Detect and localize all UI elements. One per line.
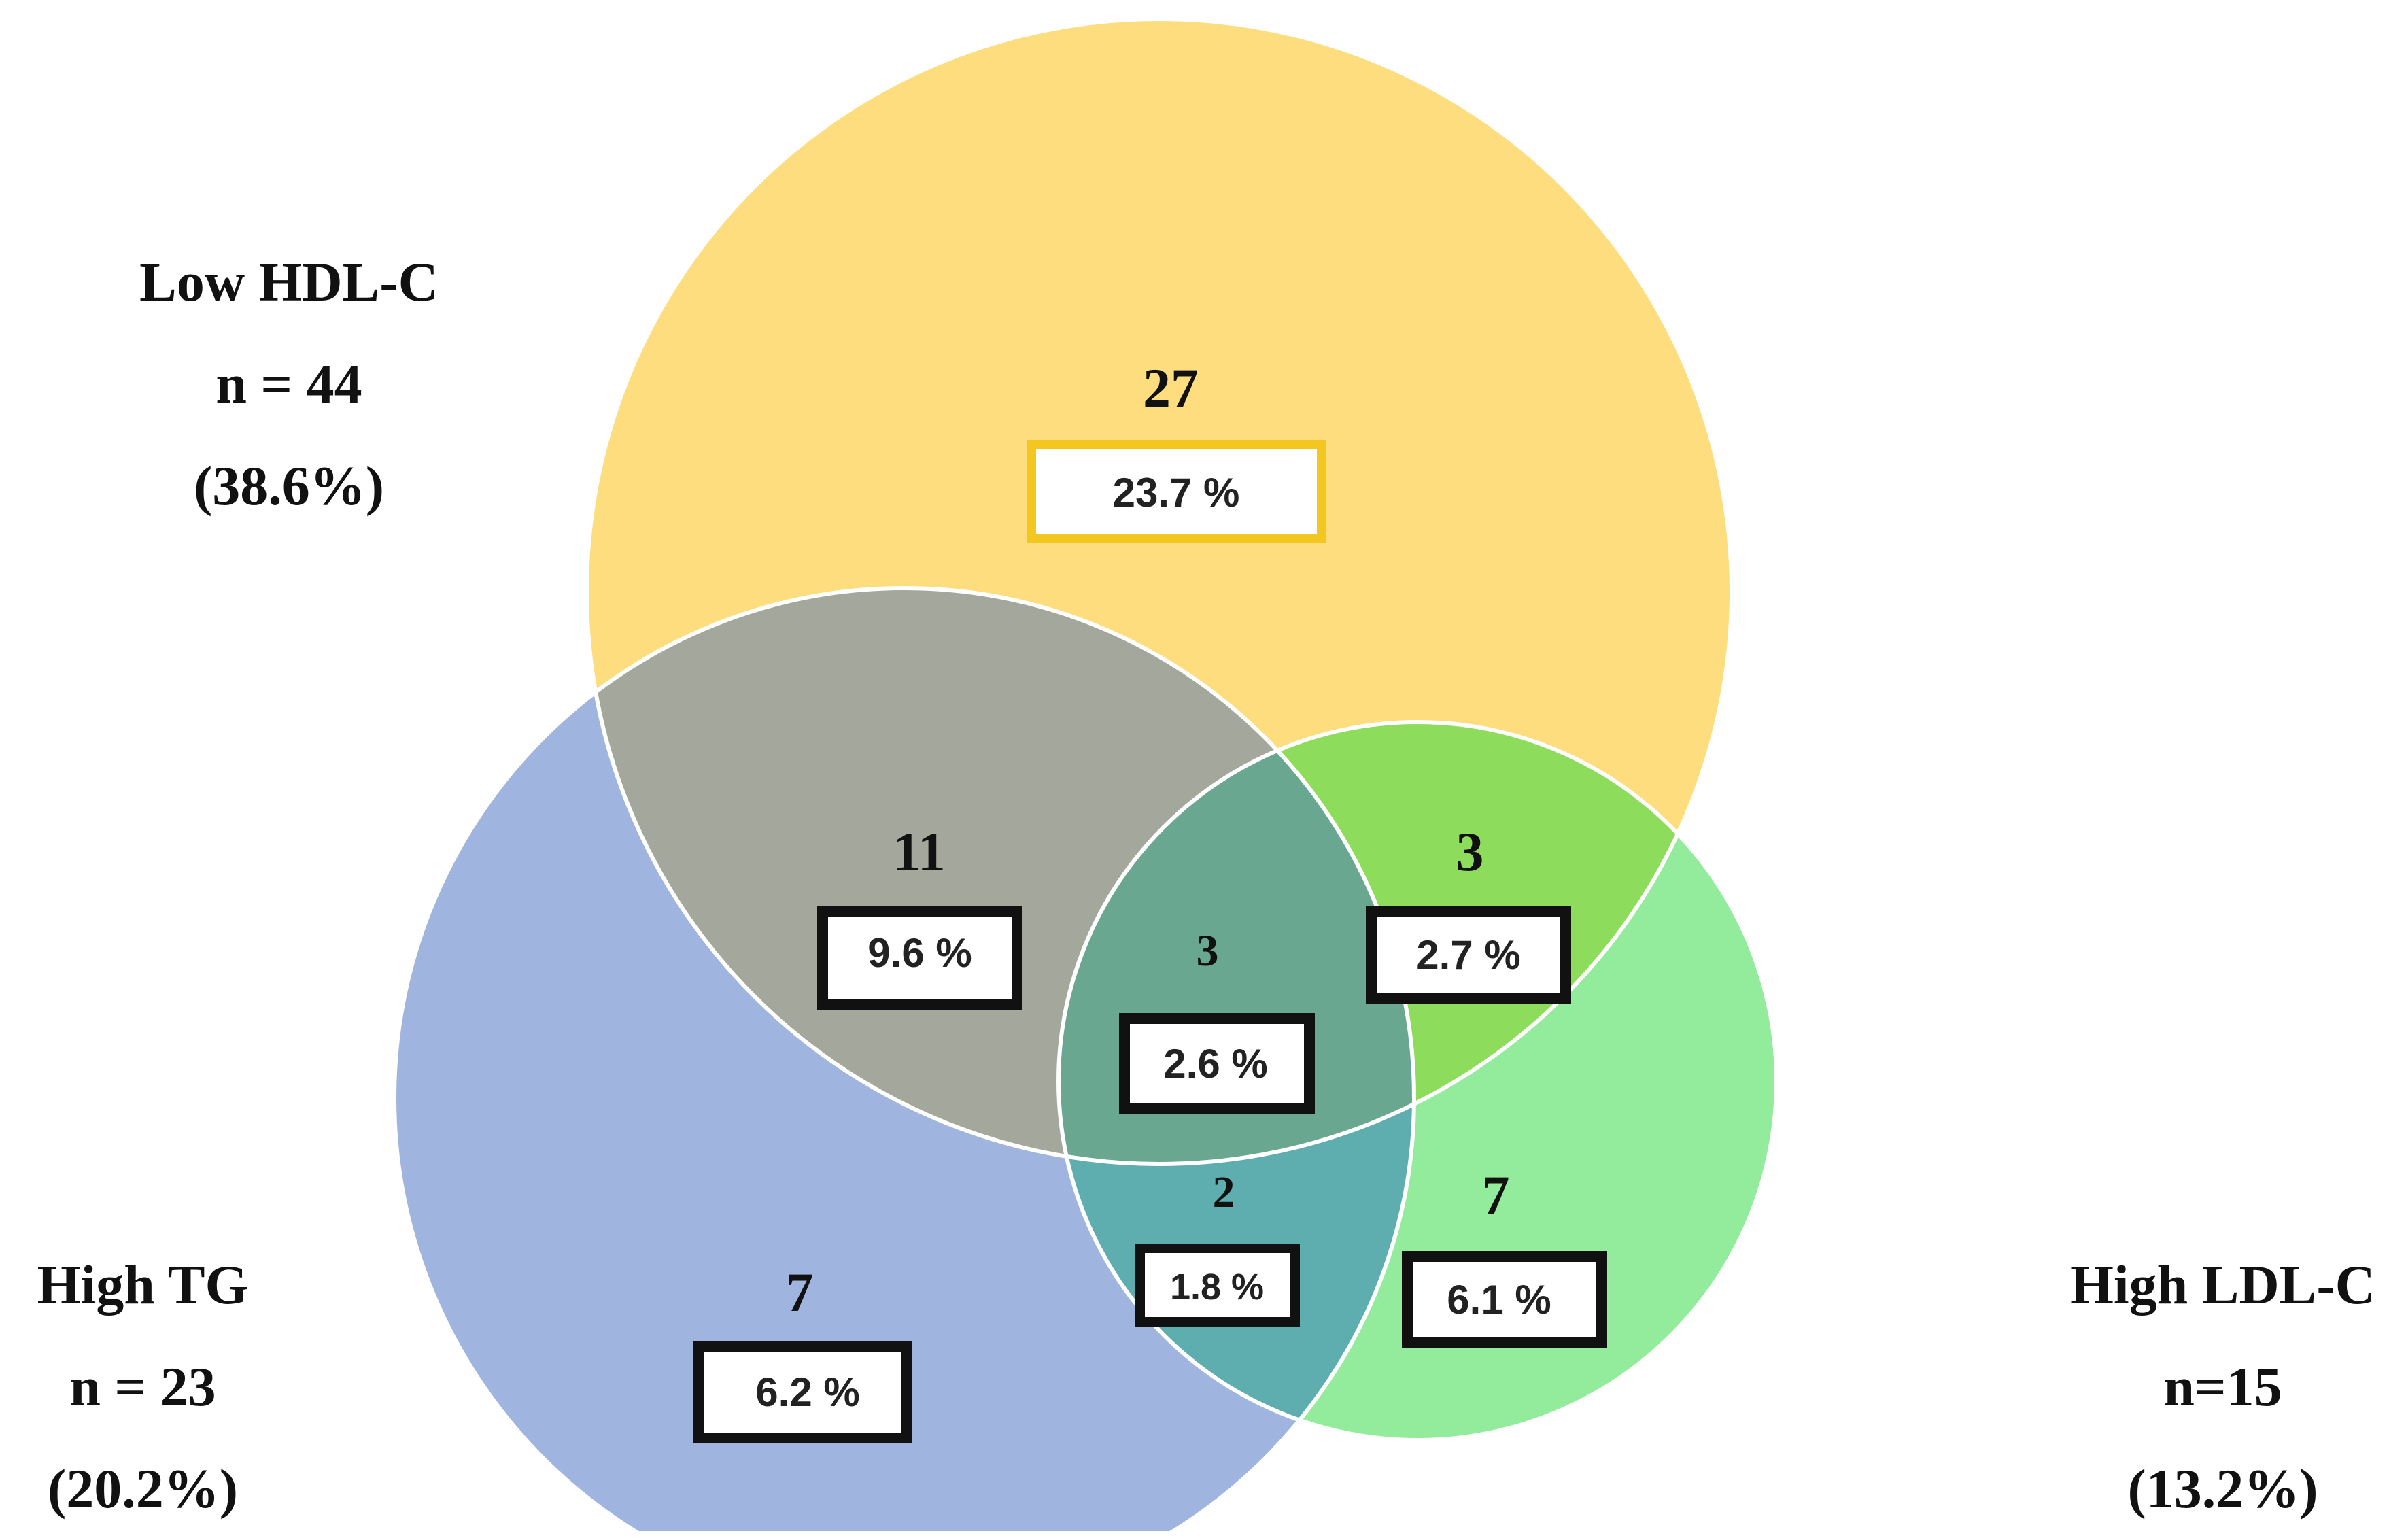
- pct-box: [817, 906, 1022, 1010]
- region-count: 11: [893, 821, 945, 883]
- region-high-tg-only: 7 6.2 %: [693, 1261, 912, 1443]
- region-all-three: 3 2.6 %: [1119, 926, 1315, 1114]
- region-pct: 6.2 %: [755, 1369, 859, 1415]
- region-pct: 6.1 %: [1447, 1277, 1551, 1322]
- high-ldl-name: High LDL-C: [2070, 1254, 2375, 1316]
- region-count: 2: [1213, 1167, 1235, 1217]
- region-pct: 23.7 %: [1113, 470, 1240, 515]
- high-ldl-outline: [1056, 720, 1778, 1442]
- high-ldl-n: n=15: [2163, 1356, 2282, 1418]
- pct-box: [1027, 440, 1326, 543]
- region-pct: 1.8 %: [1170, 1267, 1264, 1307]
- region-pct: 2.7 %: [1416, 932, 1520, 978]
- region-count: 3: [1456, 821, 1484, 883]
- high-tg-outline: [392, 586, 1416, 1531]
- region-high-ldl-only: 7 6.1 %: [1402, 1164, 1607, 1348]
- low-hdl-n: n = 44: [216, 353, 362, 415]
- region-count: 3: [1197, 926, 1219, 976]
- high-ldl-label: High LDL-C n=15 (13.2%): [2040, 1234, 2406, 1540]
- pct-box: [1119, 1013, 1315, 1114]
- high-tg-pct: (20.2%): [47, 1458, 239, 1520]
- region-pct: 9.6 %: [867, 930, 972, 976]
- region-pct: 2.6 %: [1163, 1041, 1267, 1086]
- region-hdl-tg: 11 9.6 %: [817, 821, 1022, 1010]
- low-hdl-pct: (38.6%): [193, 455, 385, 517]
- region-count: 7: [1482, 1164, 1510, 1226]
- high-tg-label: High TG n = 23 (20.2%): [0, 1234, 286, 1540]
- low-hdl-name: Low HDL-C: [139, 251, 439, 313]
- pct-box: [693, 1341, 912, 1443]
- region-count: 7: [786, 1261, 814, 1323]
- region-tg-ldl: 2 1.8 %: [1135, 1167, 1300, 1327]
- high-ldl-pct: (13.2%): [2127, 1458, 2318, 1520]
- pct-box: [1135, 1244, 1300, 1327]
- low-hdl-outline: [585, 17, 1734, 1166]
- region-count: 27: [1143, 357, 1199, 419]
- low-hdl-label: Low HDL-C n = 44 (38.6%): [102, 231, 476, 537]
- region-hdl-ldl: 3 2.7 %: [1366, 821, 1571, 1004]
- high-tg-name: High TG: [37, 1254, 249, 1316]
- pct-box: [1366, 906, 1571, 1004]
- pct-box: [1402, 1251, 1607, 1348]
- high-tg-n: n = 23: [69, 1356, 216, 1418]
- region-low-hdl-only: 27 23.7 %: [1027, 357, 1326, 543]
